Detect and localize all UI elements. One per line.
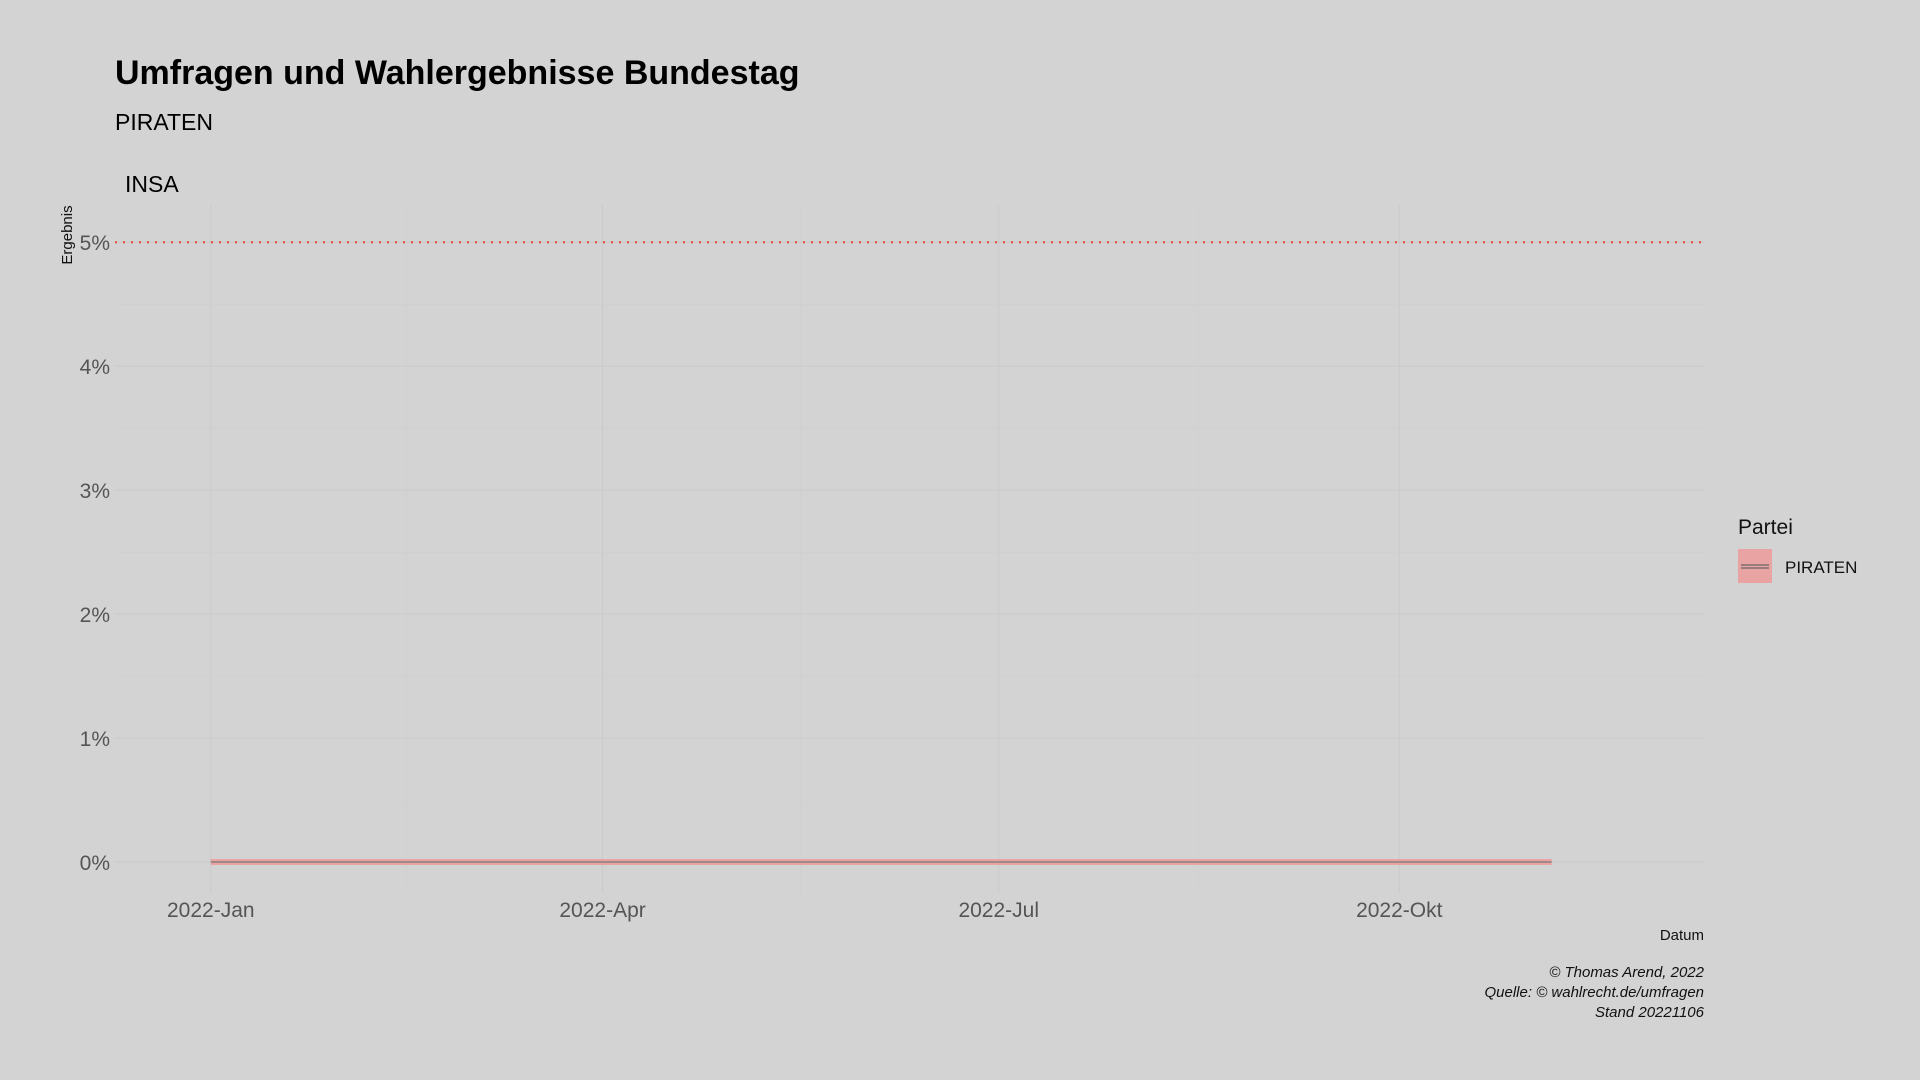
legend-entry-piraten: PIRATEN: [1785, 558, 1857, 577]
caption: © Thomas Arend, 2022 Quelle: © wahlrecht…: [1485, 964, 1705, 1021]
chart-subtitle: PIRATEN: [115, 109, 213, 135]
caption-source: Quelle: © wahlrecht.de/umfragen: [1485, 984, 1705, 1001]
y-tick-label: 1%: [80, 728, 110, 751]
y-tick-label: 2%: [80, 604, 110, 627]
series-lines: [210, 859, 1552, 866]
y-tick-label: 4%: [80, 356, 110, 379]
x-tick-label: 2022-Jan: [167, 899, 255, 922]
x-tick-label: 2022-Okt: [1356, 899, 1443, 922]
y-tick-label: 0%: [80, 852, 110, 875]
caption-date: Stand 20221106: [1595, 1004, 1705, 1021]
legend-title: Partei: [1738, 516, 1793, 539]
y-tick-label: 5%: [80, 232, 110, 255]
grid: [115, 205, 1704, 893]
y-axis-title: Ergebnis: [59, 205, 76, 264]
x-tick-label: 2022-Jul: [958, 899, 1039, 922]
x-axis-ticks: 2022-Jan 2022-Apr 2022-Jul 2022-Okt: [167, 899, 1443, 922]
legend: Partei PIRATEN: [1738, 516, 1857, 583]
caption-copyright: © Thomas Arend, 2022: [1549, 964, 1704, 981]
legend-key: [1738, 549, 1772, 583]
y-tick-label: 3%: [80, 480, 110, 503]
chart-title: Umfragen und Wahlergebnisse Bundestag: [115, 54, 800, 92]
y-axis-ticks: 0% 1% 2% 3% 4% 5%: [80, 232, 110, 875]
x-tick-label: 2022-Apr: [559, 899, 645, 922]
facet-label: INSA: [125, 171, 179, 197]
x-axis-title: Datum: [1660, 927, 1704, 944]
